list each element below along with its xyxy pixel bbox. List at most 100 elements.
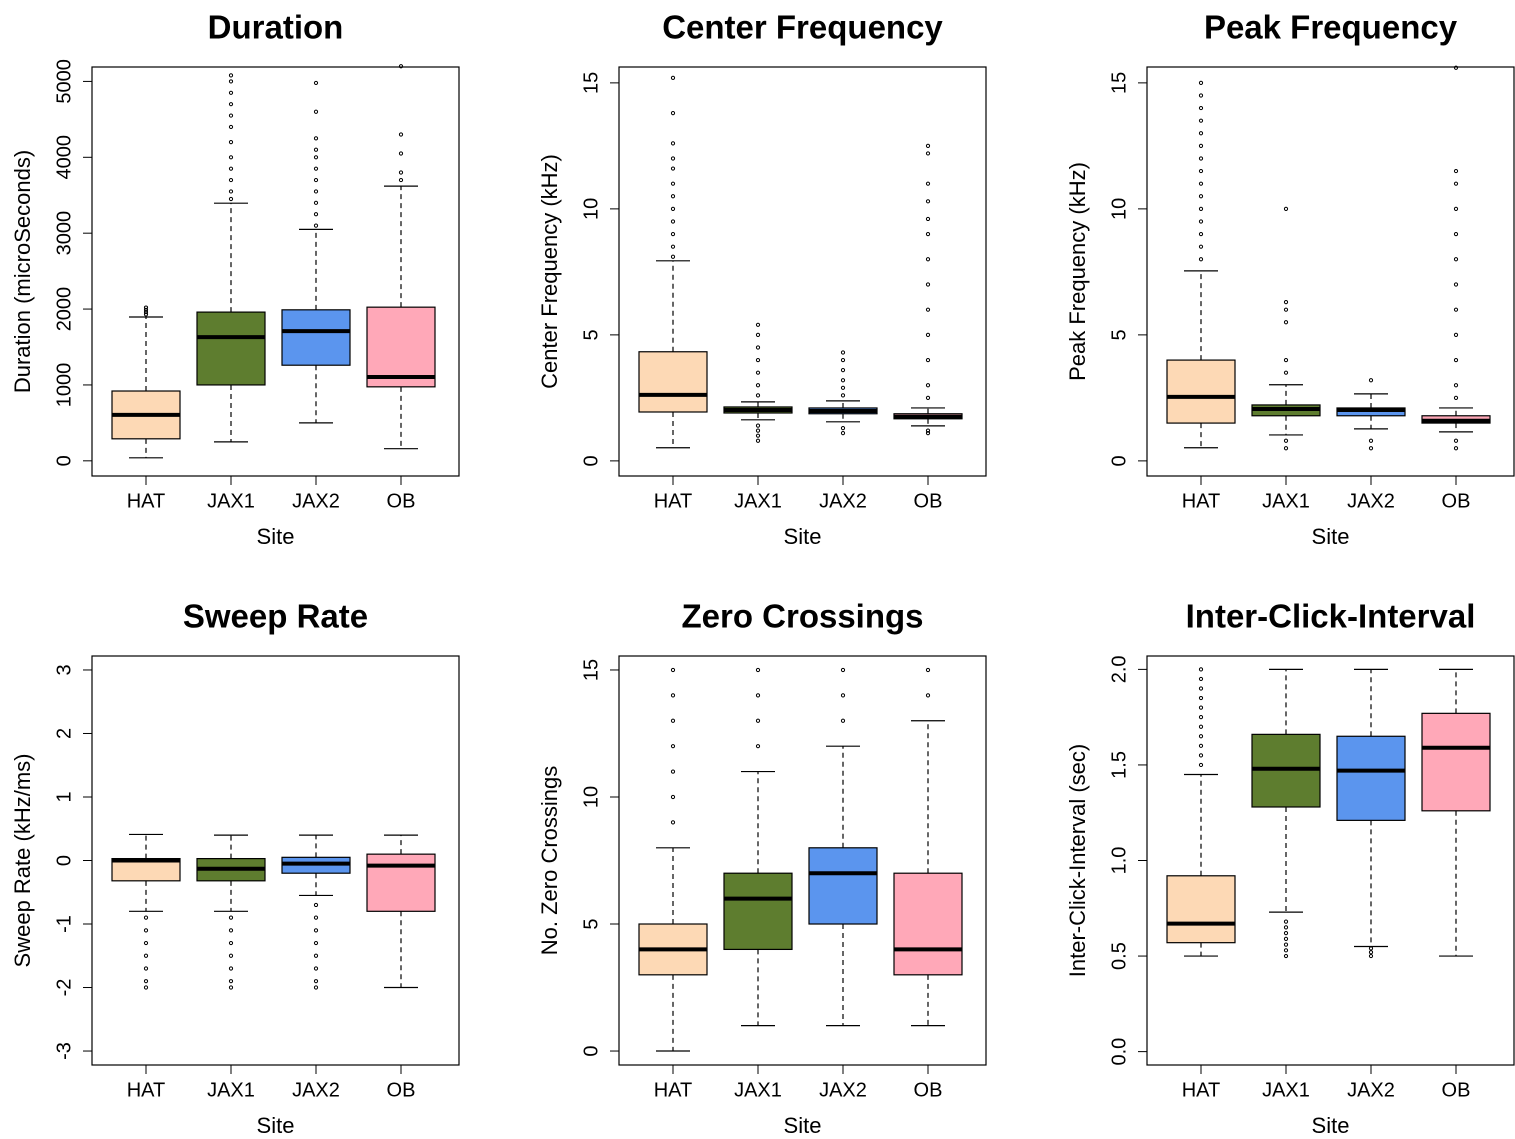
- outlier: [228, 140, 234, 145]
- outlier: [1283, 307, 1289, 312]
- outlier: [1283, 320, 1289, 325]
- y-tick-label: 2000: [53, 287, 75, 332]
- outlier: [670, 667, 676, 673]
- outlier: [1453, 357, 1459, 363]
- plot-frame: [1146, 655, 1515, 1066]
- outlier: [1198, 724, 1204, 729]
- chart-title: Peak Frequency: [1204, 9, 1458, 46]
- outlier: [228, 79, 234, 84]
- outlier: [228, 196, 234, 202]
- y-tick-label: 15: [580, 72, 602, 94]
- chart-title: Duration: [208, 9, 344, 46]
- outlier: [313, 80, 319, 86]
- y-tick-label: 10: [1108, 198, 1130, 220]
- x-tick-label: JAX2: [1347, 1079, 1395, 1101]
- x-axis-label: Site: [257, 524, 295, 549]
- x-tick-label: OB: [914, 1079, 943, 1101]
- y-tick-label: 15: [580, 659, 602, 681]
- outlier: [925, 282, 931, 287]
- outlier: [670, 75, 676, 80]
- outlier: [670, 206, 676, 211]
- y-axis-label: No. Zero Crossings: [537, 766, 562, 956]
- outlier: [1198, 131, 1204, 136]
- x-tick-label: JAX1: [207, 1079, 255, 1101]
- box: [808, 847, 878, 925]
- x-tick-label: OB: [387, 1079, 416, 1101]
- outlier: [1198, 93, 1204, 98]
- outlier: [228, 113, 234, 118]
- x-tick-label: JAX1: [1262, 1079, 1310, 1101]
- outlier: [313, 166, 319, 171]
- outlier: [1453, 282, 1459, 287]
- outlier: [313, 985, 319, 990]
- x-tick-label: OB: [387, 490, 416, 512]
- outlier: [228, 953, 234, 958]
- outlier: [1198, 734, 1204, 739]
- x-tick-label: HAT: [654, 1079, 693, 1101]
- outlier: [228, 155, 234, 160]
- outlier: [313, 155, 319, 160]
- outlier: [313, 940, 319, 946]
- outlier: [313, 200, 319, 205]
- outlier: [1198, 667, 1204, 672]
- y-tick-label: -3: [53, 1042, 75, 1060]
- outlier: [1198, 118, 1204, 123]
- outlier: [755, 438, 761, 443]
- y-axis-label: Center Frequency (kHz): [537, 154, 562, 389]
- outlier: [398, 132, 404, 137]
- outlier: [1198, 762, 1204, 768]
- outlier: [670, 194, 676, 199]
- outlier: [1198, 168, 1204, 174]
- y-tick-label: 3: [53, 664, 75, 675]
- outlier: [840, 693, 846, 698]
- outlier: [1368, 946, 1374, 951]
- outlier: [840, 350, 846, 355]
- y-tick-label: 10: [580, 786, 602, 808]
- outlier: [228, 90, 234, 95]
- y-tick-label: 0.5: [1108, 942, 1130, 970]
- outlier: [1198, 219, 1204, 224]
- outlier: [840, 431, 846, 436]
- outlier: [670, 254, 676, 259]
- x-tick-label: JAX2: [1347, 490, 1395, 512]
- y-tick-label: 5000: [53, 59, 75, 104]
- box: [366, 853, 436, 912]
- x-tick-label: JAX2: [819, 490, 867, 512]
- outlier: [840, 368, 846, 373]
- outlier: [313, 902, 319, 908]
- outlier: [1453, 206, 1459, 211]
- outlier: [1453, 231, 1459, 237]
- x-tick-label: JAX2: [292, 490, 340, 512]
- outlier: [1453, 257, 1459, 262]
- outlier: [670, 231, 676, 237]
- outlier: [228, 979, 234, 984]
- outlier: [755, 423, 761, 428]
- y-tick-label: 2: [53, 728, 75, 739]
- outlier: [143, 309, 149, 315]
- outlier: [313, 147, 319, 152]
- outlier: [670, 156, 676, 161]
- y-tick-label: 10: [580, 198, 602, 220]
- outlier: [670, 820, 676, 825]
- chart-title: Inter-Click-Interval: [1186, 598, 1476, 635]
- y-tick-label: 0: [580, 455, 602, 466]
- outlier: [1368, 446, 1374, 451]
- outlier: [398, 170, 404, 175]
- outlier: [1283, 953, 1289, 959]
- outlier: [1368, 950, 1374, 955]
- outlier: [755, 433, 761, 438]
- outlier: [1453, 332, 1459, 337]
- x-tick-label: HAT: [127, 1079, 166, 1101]
- outlier: [670, 794, 676, 800]
- outlier: [313, 966, 319, 971]
- outlier: [228, 73, 234, 78]
- y-tick-label: 0.0: [1108, 1038, 1130, 1066]
- outlier: [143, 985, 149, 990]
- outlier: [925, 667, 931, 673]
- outlier: [1368, 953, 1374, 959]
- x-tick-label: HAT: [1182, 490, 1221, 512]
- x-tick-label: HAT: [1182, 1079, 1221, 1101]
- outlier: [1283, 370, 1289, 375]
- outlier: [1283, 948, 1289, 953]
